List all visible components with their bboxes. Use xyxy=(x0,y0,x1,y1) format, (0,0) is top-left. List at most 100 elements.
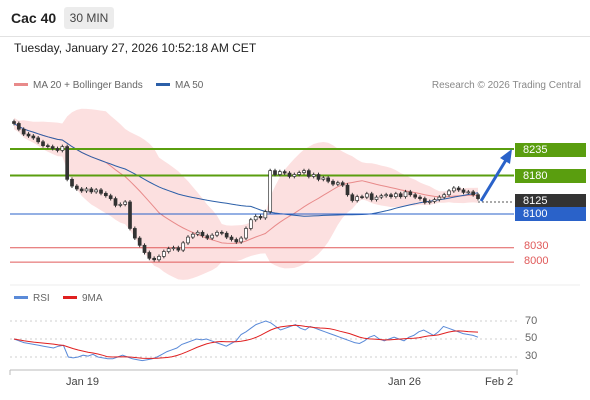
candle xyxy=(41,139,45,148)
candle-body xyxy=(70,178,74,187)
candle xyxy=(369,191,374,202)
candle xyxy=(60,144,65,153)
candle-body xyxy=(389,194,393,198)
candle-body xyxy=(234,239,239,243)
candle-body xyxy=(12,121,16,124)
candle xyxy=(282,169,287,175)
candle-body xyxy=(103,192,108,197)
candle xyxy=(215,230,219,238)
candle xyxy=(408,189,413,197)
candle xyxy=(258,214,263,220)
candle xyxy=(113,196,118,208)
candle xyxy=(166,246,171,254)
candle-body xyxy=(171,247,176,250)
candle xyxy=(350,192,355,203)
candle-body xyxy=(456,187,461,191)
candle xyxy=(108,193,113,201)
candle xyxy=(393,191,398,199)
candles xyxy=(12,119,480,262)
candle-body xyxy=(205,235,210,239)
candle-body xyxy=(16,123,21,130)
candle xyxy=(263,209,268,220)
pivot-tag: 8100 xyxy=(515,207,586,221)
timestamp: Tuesday, January 27, 2026 10:52:18 AM CE… xyxy=(14,41,257,55)
candle-body xyxy=(476,194,480,199)
candle-body xyxy=(137,237,142,246)
candle-body xyxy=(379,195,384,198)
candle xyxy=(142,243,147,255)
candle xyxy=(273,168,277,177)
candle-body xyxy=(364,193,369,198)
ma50-swatch xyxy=(156,82,170,86)
candle xyxy=(190,232,195,240)
candle xyxy=(26,132,31,138)
candle-body xyxy=(253,216,258,221)
candle xyxy=(345,183,350,197)
candle xyxy=(31,134,36,140)
candle-body xyxy=(157,256,161,261)
moving-averages xyxy=(13,123,479,244)
candle xyxy=(55,146,60,153)
candle xyxy=(79,187,84,193)
candle xyxy=(219,230,224,236)
rsi-tick-70: 70 xyxy=(525,315,538,327)
candle xyxy=(36,135,41,144)
candle-body xyxy=(128,201,132,229)
candle xyxy=(331,179,335,187)
axes xyxy=(9,284,580,375)
candle-body xyxy=(132,228,137,239)
candle-body xyxy=(335,182,340,185)
candle-body xyxy=(437,196,442,200)
candle-body xyxy=(398,193,403,198)
ma50-label: MA 50 xyxy=(175,80,204,91)
candle xyxy=(84,187,89,193)
candle xyxy=(321,175,326,182)
rsi-ma-swatch xyxy=(63,295,77,299)
arrow-shaft xyxy=(479,159,508,202)
candle-body xyxy=(471,191,476,196)
candle-body xyxy=(442,194,447,198)
candle-body xyxy=(277,171,282,175)
candle-body xyxy=(113,198,118,206)
candle-body xyxy=(239,237,244,243)
candle xyxy=(437,195,442,202)
rsi-label: RSI xyxy=(33,293,50,304)
candle-body xyxy=(311,174,316,177)
candle xyxy=(360,194,364,200)
candle xyxy=(422,196,427,205)
interval-button[interactable]: 30 MIN xyxy=(64,7,114,29)
candle-body xyxy=(21,128,26,135)
candle-body xyxy=(224,232,229,238)
candle xyxy=(21,127,26,136)
candle xyxy=(45,143,50,149)
candle-body xyxy=(326,177,331,182)
candle-body xyxy=(147,252,152,259)
candle-body xyxy=(176,247,181,251)
candle xyxy=(89,187,94,194)
candle-body xyxy=(210,234,215,239)
candle xyxy=(224,231,229,240)
candle-body xyxy=(350,194,355,201)
candle-body xyxy=(229,236,234,240)
candle xyxy=(74,184,79,191)
candle xyxy=(403,189,408,199)
candle xyxy=(442,192,447,200)
candle xyxy=(161,249,166,259)
bollinger-bands xyxy=(14,108,478,280)
current-price-tag: 8125 xyxy=(515,194,586,208)
resistance-1-tag: 8180 xyxy=(515,169,586,183)
candle xyxy=(200,230,205,238)
candle xyxy=(205,233,210,241)
candle xyxy=(103,191,108,198)
candle xyxy=(253,214,258,222)
candle xyxy=(471,189,476,197)
candle xyxy=(418,195,422,201)
candle xyxy=(128,200,132,231)
date-label-1: Jan 19 xyxy=(66,376,100,388)
candle-body xyxy=(331,180,335,185)
candle-body xyxy=(422,198,427,203)
candle xyxy=(94,187,99,194)
candle-body xyxy=(244,228,248,239)
candle-body xyxy=(263,211,268,219)
